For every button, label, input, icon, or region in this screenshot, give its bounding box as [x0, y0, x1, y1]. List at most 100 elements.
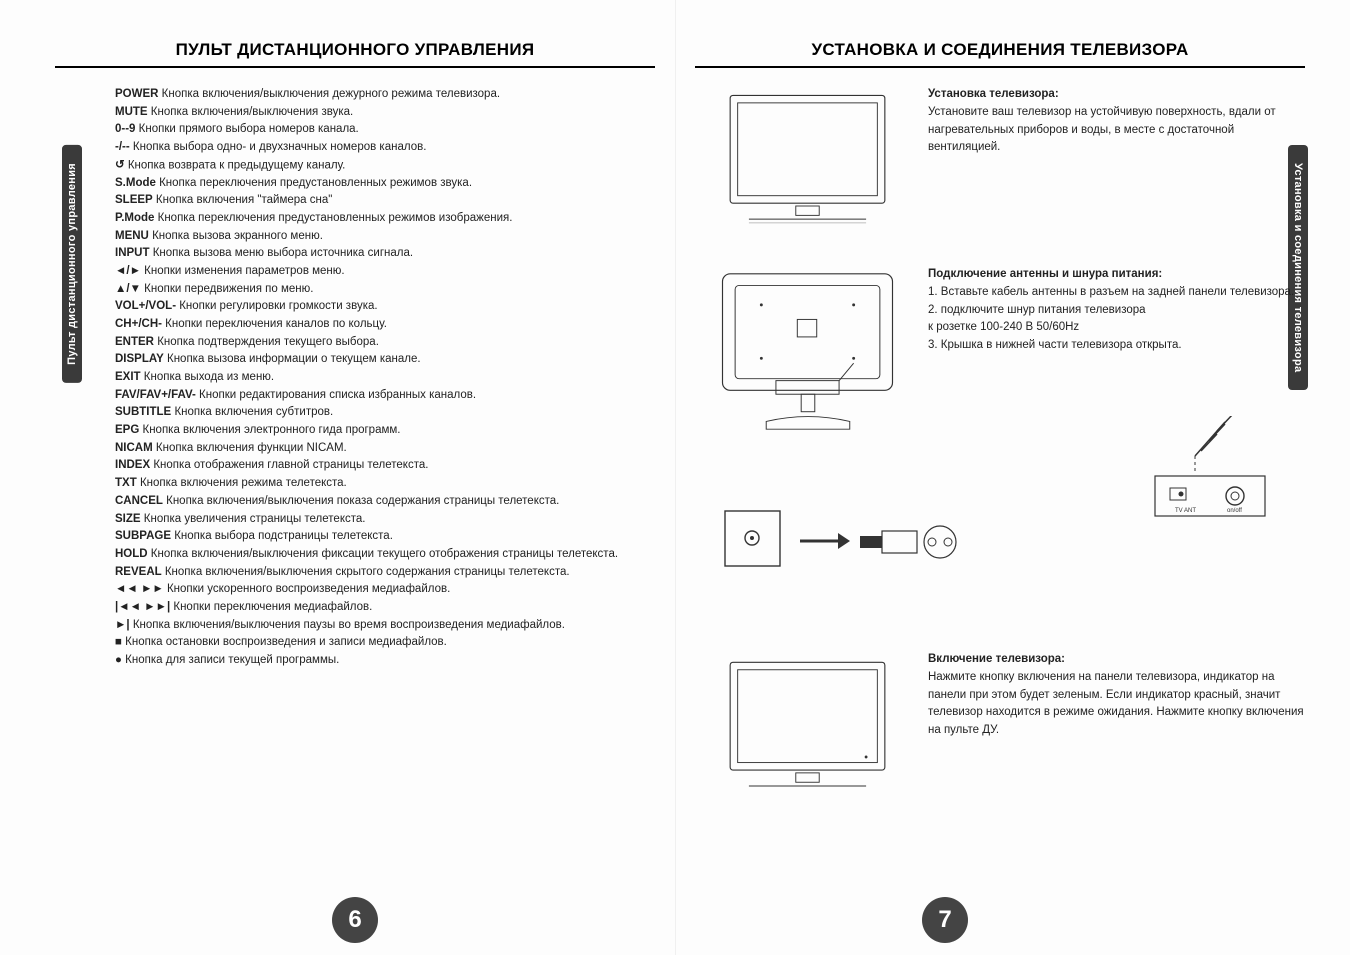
remote-item-label: ▲/▼ [115, 283, 141, 295]
remote-item-desc: Кнопки регулировки громкости звука. [179, 300, 377, 312]
remote-item-label: ◄◄ ►► [115, 583, 164, 595]
remote-item: |◄◄ ►►| Кнопки переключения медиафайлов. [115, 599, 655, 616]
remote-item-desc: Кнопка включения/выключения дежурного ре… [162, 88, 500, 100]
remote-item-label: CANCEL [115, 495, 163, 507]
sec1-text: Установите ваш телевизор на устойчивую п… [928, 106, 1276, 154]
antenna-plug-figure: TV ANT on/off [705, 466, 1305, 626]
remote-item-label: TXT [115, 477, 137, 489]
remote-item-desc: Кнопка подтверждения текущего выбора. [157, 336, 379, 348]
right-heading: УСТАНОВКА И СОЕДИНЕНИЯ ТЕЛЕВИЗОРА [695, 40, 1305, 68]
remote-item-label: HOLD [115, 548, 148, 560]
remote-item-desc: Кнопка включения "таймера сна" [156, 194, 332, 206]
remote-item-desc: Кнопки редактирования списка избранных к… [199, 389, 476, 401]
remote-item: S.Mode Кнопка переключения предустановле… [115, 175, 655, 192]
remote-item-label: NICAM [115, 442, 153, 454]
remote-item: ● Кнопка для записи текущей программы. [115, 652, 655, 669]
remote-item-label: 0--9 [115, 123, 135, 135]
remote-item: VOL+/VOL- Кнопки регулировки громкости з… [115, 298, 655, 315]
remote-item-desc: Кнопки переключения каналов по кольцу. [165, 318, 387, 330]
remote-item-desc: Кнопки ускоренного воспроизведения медиа… [167, 583, 450, 595]
remote-item: REVEAL Кнопка включения/выключения скрыт… [115, 564, 655, 581]
remote-item-desc: Кнопка выбора подстраницы телетекста. [174, 530, 393, 542]
remote-item-label: POWER [115, 88, 158, 100]
remote-item-label: ◄/► [115, 265, 141, 277]
remote-item-label: MENU [115, 230, 149, 242]
remote-item-desc: Кнопки прямого выбора номеров канала. [139, 123, 359, 135]
remote-item: ENTER Кнопка подтверждения текущего выбо… [115, 334, 655, 351]
svg-text:TV ANT: TV ANT [1175, 508, 1196, 514]
remote-item: EXIT Кнопка выхода из меню. [115, 369, 655, 386]
remote-item: ◄/► Кнопки изменения параметров меню. [115, 263, 655, 280]
tv-placement-figure [705, 86, 910, 236]
remote-item-label: INDEX [115, 459, 150, 471]
remote-item-desc: Кнопки изменения параметров меню. [144, 265, 344, 277]
remote-item: ◄◄ ►► Кнопки ускоренного воспроизведения… [115, 581, 655, 598]
remote-item-desc: Кнопки передвижения по меню. [144, 283, 313, 295]
remote-item: CH+/CH- Кнопки переключения каналов по к… [115, 316, 655, 333]
remote-item-desc: Кнопка переключения предустановленных ре… [159, 177, 472, 189]
remote-item-label: SIZE [115, 513, 141, 525]
remote-item-desc: Кнопка включения/выключения паузы во вре… [133, 619, 565, 631]
remote-item-desc: Кнопка выхода из меню. [144, 371, 274, 383]
remote-item-desc: Кнопка для записи текущей программы. [125, 654, 339, 666]
remote-item-desc: Кнопка включения/выключения фиксации тек… [151, 548, 618, 560]
sec1-title: Установка телевизора: [928, 88, 1059, 100]
remote-item: MENU Кнопка вызова экранного меню. [115, 228, 655, 245]
remote-item-label: SUBTITLE [115, 406, 171, 418]
remote-item: HOLD Кнопка включения/выключения фиксаци… [115, 546, 655, 563]
remote-item-desc: Кнопка переключения предустановленных ре… [158, 212, 513, 224]
remote-item-desc: Кнопка отображения главной страницы теле… [153, 459, 428, 471]
remote-item-desc: Кнопка включения субтитров. [174, 406, 333, 418]
remote-item: ►| Кнопка включения/выключения паузы во … [115, 617, 655, 634]
remote-item: SLEEP Кнопка включения "таймера сна" [115, 192, 655, 209]
remote-item-desc: Кнопка выбора одно- и двухзначных номеро… [133, 141, 427, 153]
remote-item-label: CH+/CH- [115, 318, 162, 330]
remote-item: P.Mode Кнопка переключения предустановле… [115, 210, 655, 227]
remote-item: INPUT Кнопка вызова меню выбора источник… [115, 245, 655, 262]
remote-item-label: SUBPAGE [115, 530, 171, 542]
sec3-text: Нажмите кнопку включения на панели телев… [928, 671, 1304, 736]
remote-item-desc: Кнопка возврата к предыдущему каналу. [128, 159, 346, 171]
tv-rear-figure [705, 266, 910, 436]
sec2-title: Подключение антенны и шнура питания: [928, 268, 1162, 280]
remote-item-desc: Кнопка остановки воспроизведения и запис… [125, 636, 447, 648]
remote-item: DISPLAY Кнопка вызова информации о текущ… [115, 351, 655, 368]
install-section-3: Включение телевизора: Нажмите кнопку вкл… [695, 651, 1305, 801]
sec3-title: Включение телевизора: [928, 653, 1065, 665]
sec2-line2: 2. подключите шнур питания телевизора [928, 304, 1146, 316]
remote-item-label: P.Mode [115, 212, 154, 224]
remote-item-label: REVEAL [115, 566, 162, 578]
remote-item: TXT Кнопка включения режима телетекста. [115, 475, 655, 492]
remote-item-desc: Кнопка вызова меню выбора источника сигн… [153, 247, 413, 259]
remote-item-label: |◄◄ ►►| [115, 601, 170, 613]
remote-item-desc: Кнопка вызова экранного меню. [152, 230, 323, 242]
page-number-right: 7 [922, 897, 968, 943]
remote-item: FAV/FAV+/FAV- Кнопки редактирования спис… [115, 387, 655, 404]
remote-item: 0--9 Кнопки прямого выбора номеров канал… [115, 121, 655, 138]
remote-item-label: SLEEP [115, 194, 153, 206]
remote-item: CANCEL Кнопка включения/выключения показ… [115, 493, 655, 510]
remote-item-label: EXIT [115, 371, 141, 383]
remote-item-label: ■ [115, 636, 122, 648]
left-heading: ПУЛЬТ ДИСТАНЦИОННОГО УПРАВЛЕНИЯ [55, 40, 655, 68]
remote-item-desc: Кнопка включения режима телетекста. [140, 477, 347, 489]
remote-item-desc: Кнопка включения электронного гида прогр… [143, 424, 401, 436]
remote-item: ↺ Кнопка возврата к предыдущему каналу. [115, 157, 655, 174]
remote-item-label: VOL+/VOL- [115, 300, 176, 312]
install-section-2: Подключение антенны и шнура питания: 1. … [695, 266, 1305, 436]
sec2-line4: 3. Крышка в нижней части телевизора откр… [928, 339, 1182, 351]
remote-item-label: DISPLAY [115, 353, 164, 365]
remote-item-desc: Кнопка включения/выключения звука. [151, 106, 353, 118]
remote-item: EPG Кнопка включения электронного гида п… [115, 422, 655, 439]
svg-text:on/off: on/off [1227, 508, 1242, 514]
remote-item-label: ENTER [115, 336, 154, 348]
remote-item-label: S.Mode [115, 177, 156, 189]
remote-item-label: ● [115, 654, 122, 666]
remote-control-list: POWER Кнопка включения/выключения дежурн… [55, 86, 655, 669]
page-number-left: 6 [332, 897, 378, 943]
remote-item: MUTE Кнопка включения/выключения звука. [115, 104, 655, 121]
return-icon: ↺ [115, 157, 125, 174]
remote-item-label: ►| [115, 619, 130, 631]
remote-item-label: EPG [115, 424, 139, 436]
remote-item: SUBTITLE Кнопка включения субтитров. [115, 404, 655, 421]
